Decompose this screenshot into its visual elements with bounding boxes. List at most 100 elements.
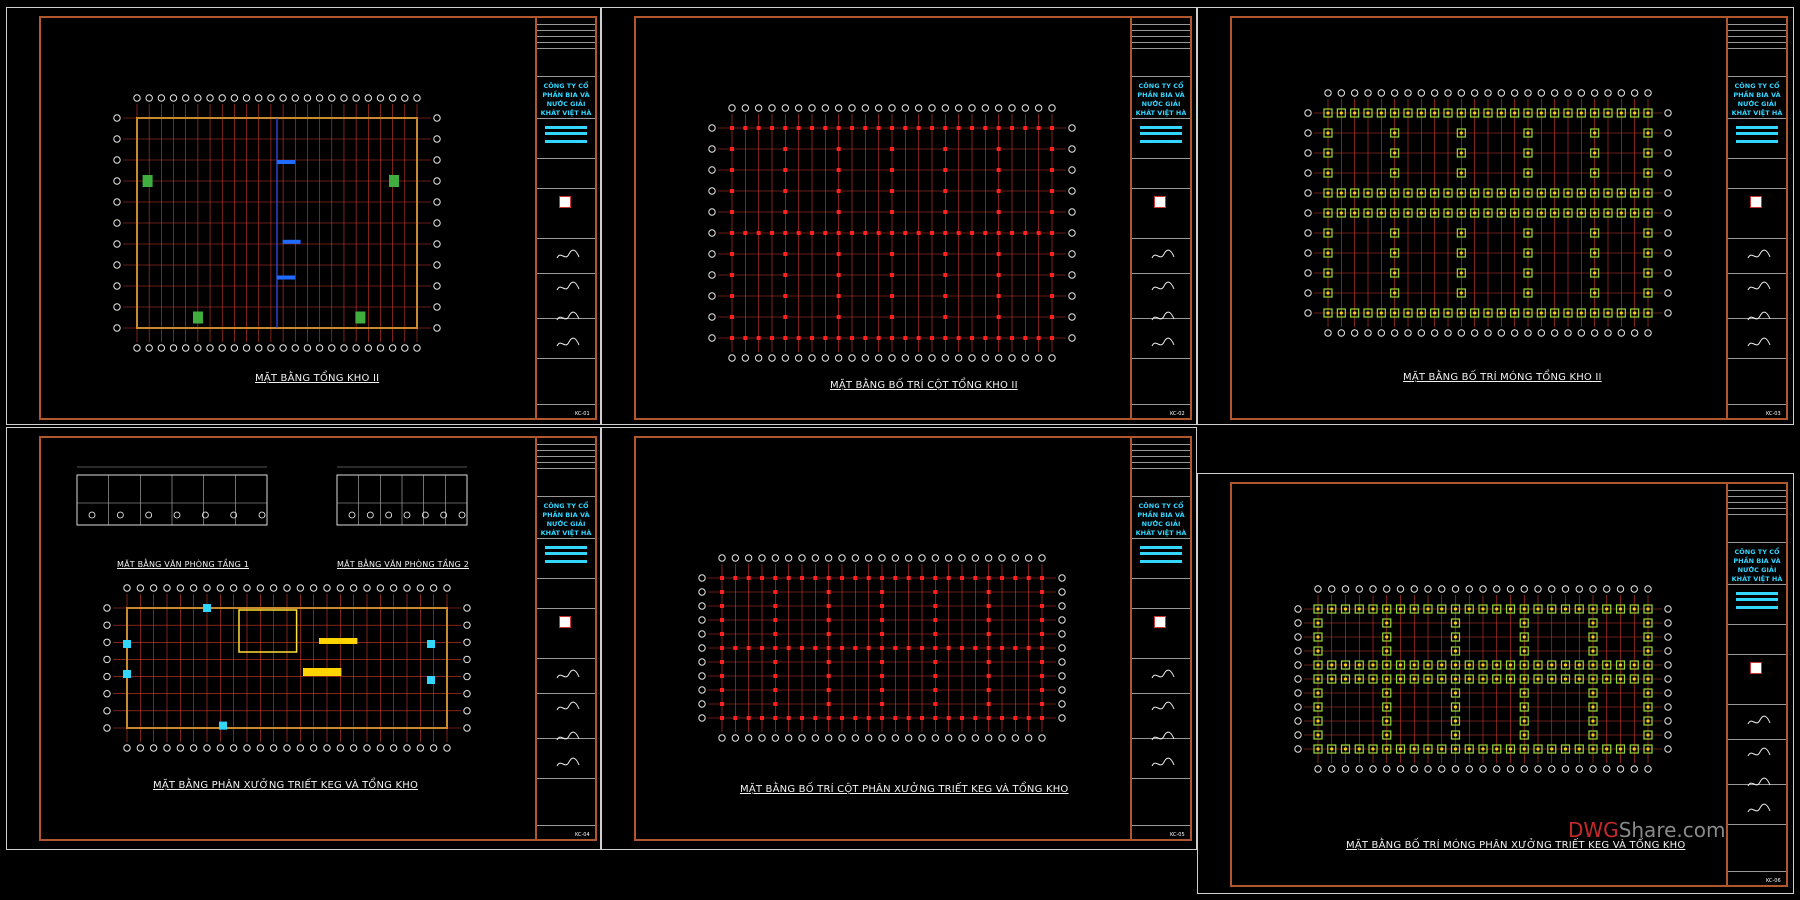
fixture: [440, 511, 448, 519]
column: [986, 702, 991, 706]
signature-stroke: [1151, 281, 1175, 291]
grid-bubble: [718, 554, 726, 562]
footing-center: [1379, 191, 1383, 195]
footing-center: [1353, 311, 1357, 315]
footing-center: [1526, 191, 1530, 195]
grid-bubble: [768, 104, 776, 112]
column: [903, 231, 908, 235]
grid-bubble: [848, 354, 856, 362]
footing: [1603, 108, 1613, 118]
column: [783, 147, 788, 151]
footing: [1590, 128, 1600, 138]
footing-center: [1366, 211, 1370, 215]
title-block-rule: [537, 76, 595, 77]
footing-center: [1316, 747, 1320, 751]
footing-center: [1508, 747, 1513, 751]
footing: [1313, 730, 1323, 740]
footing: [1450, 744, 1461, 754]
footing-center: [1618, 747, 1623, 751]
footing-center: [1632, 677, 1636, 681]
drawing-sheet-3[interactable]: MẶT BẰNG BỐ TRÍ MÓNG TỔNG KHO II CÔNG TY…: [1197, 7, 1794, 425]
title-block-rule: [1132, 118, 1190, 119]
footing: [1409, 744, 1419, 754]
footing-center: [1522, 677, 1526, 681]
footing: [1588, 716, 1598, 726]
footing: [1443, 208, 1453, 218]
footing-center: [1371, 677, 1375, 681]
footing-center: [1326, 211, 1330, 215]
title-block-rule: [1728, 36, 1786, 37]
footing: [1423, 744, 1433, 754]
column: [863, 336, 868, 340]
signature: [1747, 777, 1771, 787]
footing: [1416, 108, 1426, 118]
footing: [1382, 702, 1392, 712]
signature: [1747, 803, 1771, 813]
footing-center: [1371, 747, 1375, 751]
drawing-sheet-4[interactable]: MẶT BẰNG VĂN PHÒNG TẦNG 1 MẶT BẰNG VĂN P…: [6, 427, 601, 850]
grid-bubble: [798, 734, 806, 742]
footing: [1505, 660, 1516, 670]
footing: [1643, 716, 1653, 726]
drawing-sheet-1[interactable]: MẶT BẰNG TỔNG KHO II CÔNG TY CỔ PHẦN BIA…: [6, 7, 601, 425]
footing-center: [1481, 663, 1485, 667]
footing: [1456, 268, 1466, 278]
grid-bubble: [1314, 585, 1322, 593]
footing: [1615, 674, 1626, 684]
column: [893, 576, 898, 580]
grid-bubble: [781, 354, 790, 362]
column: [773, 716, 778, 720]
signature-stroke: [556, 337, 580, 347]
grid-bubble: [1590, 329, 1599, 337]
footing-center: [1412, 663, 1416, 667]
equipment: [277, 275, 295, 280]
column: [880, 702, 884, 706]
grid-bubble: [1034, 354, 1043, 362]
drawing-sheet-5[interactable]: MẶT BẰNG BỐ TRÍ CỘT PHÂN XƯỞNG TRIẾT KEG…: [601, 427, 1197, 850]
signature-stroke: [1151, 311, 1175, 321]
footing: [1536, 208, 1546, 218]
footing: [1336, 208, 1346, 218]
grid-bubble: [1304, 309, 1312, 317]
grid-bubble: [708, 124, 716, 132]
drawing-sheet-2[interactable]: MẶT BẰNG BỐ TRÍ CỘT TỔNG KHO II CÔNG TY …: [601, 7, 1197, 425]
grid-bubble: [744, 734, 753, 742]
footing-center: [1326, 171, 1330, 175]
column: [880, 576, 884, 580]
footing: [1390, 208, 1400, 218]
footing-center: [1593, 231, 1597, 235]
grid-bubble: [1383, 585, 1391, 593]
footing: [1423, 674, 1433, 684]
office-floor-1-title: MẶT BẰNG VĂN PHÒNG TẦNG 1: [117, 560, 250, 569]
grid-bubble: [1510, 89, 1519, 97]
title-block-rule: [537, 30, 595, 31]
footing-center: [1385, 733, 1389, 737]
footing-center: [1508, 677, 1513, 681]
footing-center: [1605, 607, 1609, 611]
column: [1023, 336, 1028, 340]
grid-bubble: [269, 744, 278, 752]
signature: [556, 669, 580, 679]
grid-bubble: [103, 638, 111, 646]
footing-center: [1473, 111, 1477, 115]
footing-center: [1473, 311, 1477, 315]
footing: [1395, 660, 1406, 670]
grid-bubble: [230, 94, 239, 102]
column: [946, 716, 951, 720]
fixture: [458, 511, 466, 519]
grid-bubble: [1617, 329, 1626, 337]
footing-center: [1453, 663, 1458, 667]
footing-center: [1446, 211, 1450, 215]
footing-center: [1316, 705, 1320, 709]
footing: [1382, 744, 1392, 754]
grid-bubble: [698, 672, 706, 680]
column: [986, 604, 991, 608]
title-block-rule: [1132, 658, 1190, 659]
grid-bubble: [363, 744, 371, 752]
footing-center: [1339, 111, 1343, 115]
footing-center: [1539, 311, 1543, 315]
drawing-sheet-6[interactable]: MẶT BẰNG BỐ TRÍ MÓNG PHÂN XƯỞNG TRIẾT KE…: [1197, 473, 1794, 894]
footing: [1550, 188, 1560, 198]
footing-center: [1385, 649, 1389, 653]
grid-bubble: [433, 198, 441, 206]
